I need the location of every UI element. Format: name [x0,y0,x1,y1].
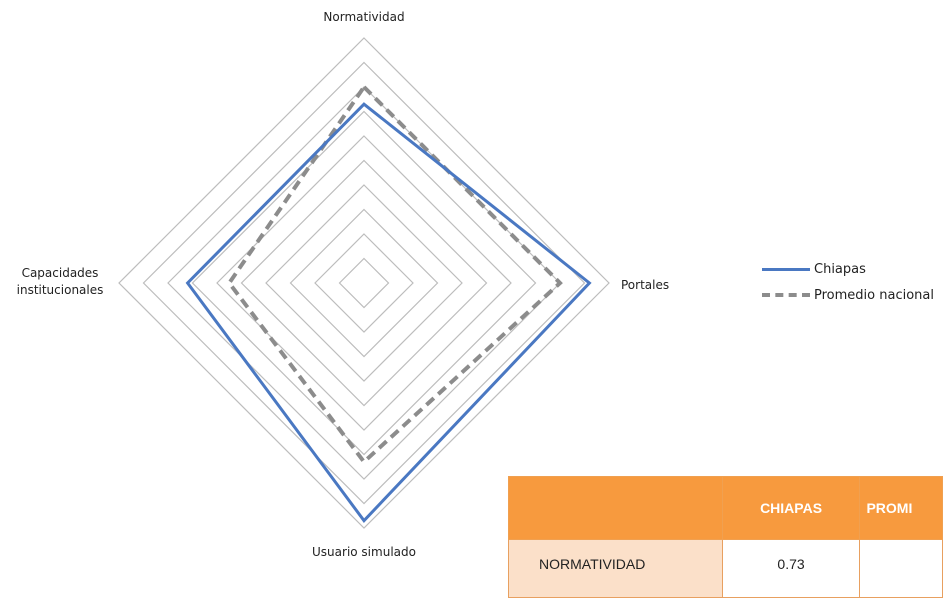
legend-swatch-promedio [762,293,810,297]
grid-ring-3 [289,208,439,358]
legend-item-promedio: Promedio nacional [762,282,934,308]
axis-label-normatividad: Normatividad [323,10,404,24]
series-line-promedio-nacional [226,83,563,465]
grid-ring-10 [118,37,610,529]
grid-ring-4 [265,184,463,382]
grid-ring-2 [314,233,414,333]
radar-chart: Normatividad Portales Usuario simulado C… [17,10,670,559]
table-cell-promedio [859,539,943,598]
table-header-promedio: PROMI [859,476,943,540]
grid-ring-8 [167,86,561,480]
grid-ring-7 [191,110,537,456]
axis-label-portales: Portales [621,278,669,292]
table-cell-chiapas: 0.73 [721,539,861,598]
legend-item-chiapas: Chiapas [762,256,934,282]
axis-label-capacidades: Capacidades [22,266,99,280]
series-line-chiapas [185,102,592,523]
table-header-blank [508,476,723,540]
legend-label-chiapas: Chiapas [814,261,866,277]
table-row: NORMATIVIDAD 0.73 [508,539,943,598]
legend-label-promedio: Promedio nacional [814,287,934,303]
table-header-chiapas: CHIAPAS [721,476,861,540]
legend-swatch-chiapas [762,267,810,271]
table-cell-label: NORMATIVIDAD [508,539,723,598]
data-table: CHIAPAS PROMI NORMATIVIDAD 0.73 [508,476,943,598]
legend: Chiapas Promedio nacional [762,256,934,308]
grid-ring-6 [216,135,512,431]
axis-label-institucionales: institucionales [17,283,104,297]
grid-ring-1 [338,257,390,309]
axis-label-usuario-simulado: Usuario simulado [312,545,416,559]
radar-grid [118,37,610,529]
grid-ring-5 [240,159,488,407]
radar-series [185,83,592,523]
grid-ring-9 [142,61,586,505]
table-header-row: CHIAPAS PROMI [508,476,943,540]
